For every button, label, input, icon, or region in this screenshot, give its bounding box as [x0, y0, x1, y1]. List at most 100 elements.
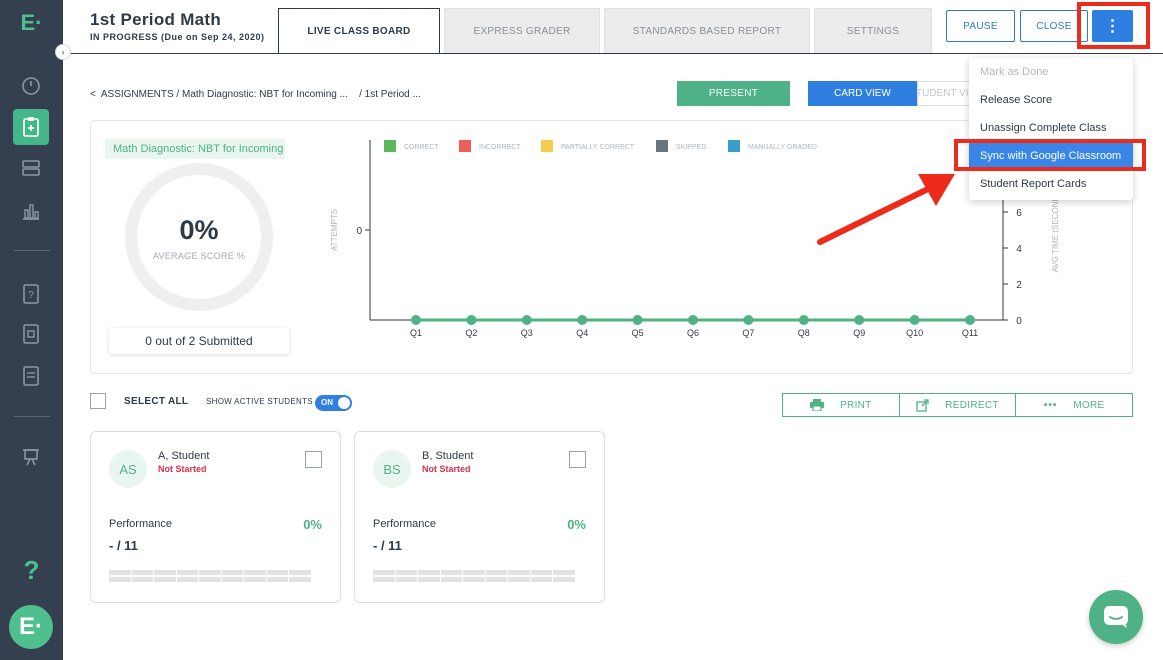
legend-label: INCORRECT [479, 144, 521, 151]
breadcrumb-assignment[interactable]: ASSIGNMENTS / Math Diagnostic: NBT for I… [100, 89, 348, 100]
redirect-label: REDIRECT [945, 399, 999, 411]
more-options-dropdown: Mark as Done Release Score Unassign Comp… [969, 58, 1133, 200]
legend-label: CORRECT [404, 144, 439, 151]
data-point [577, 315, 588, 325]
test-library-icon[interactable] [19, 364, 43, 388]
svg-text:?: ? [28, 290, 34, 301]
more-dots-icon: ••• [1043, 399, 1058, 411]
close-button[interactable]: CLOSE [1020, 10, 1088, 42]
question-progress-bars [109, 570, 311, 582]
sidebar-divider [14, 416, 50, 417]
tab-live-class-board[interactable]: LIVE CLASS BOARD [278, 8, 440, 54]
menu-item-student-report-cards[interactable]: Student Report Cards [980, 178, 1087, 190]
item-library-icon[interactable] [19, 322, 43, 346]
y2-axis-label: AVG TIME (SECONDS) [1051, 187, 1060, 272]
tab-settings[interactable]: SETTINGS [814, 8, 932, 54]
data-point [743, 315, 754, 325]
student-card[interactable]: AS A, Student Not Started Performance 0%… [90, 431, 341, 603]
tab-standards-based-report[interactable]: STANDARDS BASED REPORT [604, 8, 810, 54]
toggle-on-label: ON [321, 398, 333, 407]
toggle-knob [338, 397, 350, 409]
breadcrumb[interactable]: < ASSIGNMENTS / Math Diagnostic: NBT for… [90, 89, 421, 100]
y-axis-label: ATTEMPTS [330, 209, 339, 251]
app-logo[interactable]: E· [20, 10, 43, 35]
select-all-checkbox[interactable] [90, 393, 106, 409]
x-tick-label: Q5 [632, 328, 644, 338]
chat-support-button[interactable] [1089, 590, 1143, 644]
data-point [798, 315, 809, 325]
legend-swatch [656, 140, 668, 152]
performance-label: Performance [373, 518, 436, 530]
sidebar-divider [14, 250, 50, 251]
breadcrumb-class[interactable]: / 1st Period ... [359, 89, 421, 100]
data-point [466, 315, 477, 325]
pause-button[interactable]: PAUSE [946, 10, 1015, 42]
menu-item-sync-google-classroom[interactable]: Sync with Google Classroom [969, 143, 1133, 169]
x-tick-label: Q9 [853, 328, 865, 338]
more-label: MORE [1073, 399, 1105, 411]
performance-score: - / 11 [373, 538, 402, 553]
action-button-group: PRINT REDIRECT ••• MORE [782, 393, 1133, 417]
data-point [909, 315, 920, 325]
classroom-board-icon[interactable] [19, 445, 43, 469]
present-button[interactable]: PRESENT [677, 81, 790, 106]
redirect-button[interactable]: REDIRECT [900, 394, 1017, 416]
menu-item-unassign-complete-class[interactable]: Unassign Complete Class [980, 122, 1107, 134]
performance-percent: 0% [567, 517, 586, 532]
student-view-button[interactable]: STUDENT VIEW [917, 81, 977, 106]
x-tick-label: Q2 [465, 328, 477, 338]
y2-tick-label: 2 [1016, 280, 1022, 291]
show-active-label: SHOW ACTIVE STUDENTS [206, 397, 313, 406]
menu-item-mark-as-done[interactable]: Mark as Done [980, 66, 1049, 78]
performance-score: - / 11 [109, 538, 138, 553]
performance-label: Performance [109, 518, 172, 530]
breadcrumb-back-icon[interactable]: < [90, 89, 96, 100]
collapse-sidebar-chevron-icon[interactable]: › [55, 44, 71, 60]
more-options-kebab-icon[interactable]: ⋮ [1092, 10, 1133, 42]
y-tick-label: 0 [356, 226, 362, 237]
page-title: 1st Period Math [90, 10, 222, 29]
x-tick-label: Q3 [521, 328, 533, 338]
attempts-chart: CORRECT INCORRECT PARTIALLY CORRECT SKIPPED… [330, 140, 1060, 338]
menu-item-release-score[interactable]: Release Score [980, 94, 1053, 106]
dashboard-gauge-icon[interactable] [19, 74, 43, 98]
chat-bubble-icon [1104, 606, 1128, 628]
print-label: PRINT [840, 399, 872, 411]
tab-express-grader[interactable]: EXPRESS GRADER [444, 8, 600, 54]
student-name[interactable]: B, Student [422, 450, 474, 462]
student-select-checkbox[interactable] [569, 451, 586, 468]
print-button[interactable]: PRINT [783, 394, 900, 416]
annotation-arrow [817, 174, 955, 245]
data-point [521, 315, 532, 325]
help-question-icon[interactable]: ? [23, 555, 40, 585]
show-active-toggle[interactable]: ON [315, 395, 352, 411]
student-card[interactable]: BS B, Student Not Started Performance 0%… [354, 431, 605, 603]
assignment-status: IN PROGRESS (Due on Sep 24, 2020) [90, 32, 265, 42]
student-select-checkbox[interactable] [305, 451, 322, 468]
y2-tick-label: 0 [1016, 316, 1022, 327]
data-point [965, 315, 975, 325]
more-actions-button[interactable]: ••• MORE [1016, 394, 1132, 416]
data-point [688, 315, 698, 325]
x-tick-label: Q7 [742, 328, 754, 338]
header-divider [63, 53, 1163, 54]
data-point [411, 315, 421, 325]
question-progress-bars [373, 570, 575, 582]
card-view-button[interactable]: CARD VIEW [808, 81, 917, 106]
data-point [854, 315, 865, 325]
data-point [632, 315, 643, 325]
bottom-logo[interactable]: E· [9, 605, 53, 649]
select-all-label: SELECT ALL [124, 396, 189, 407]
legend-swatch [384, 140, 396, 152]
average-score-label: AVERAGE SCORE % [152, 251, 246, 261]
x-tick-label: Q4 [576, 328, 588, 338]
student-name[interactable]: A, Student [158, 450, 210, 462]
legend-label: PARTIALLY CORRECT [561, 144, 635, 151]
assignments-clipboard-icon[interactable] [13, 109, 49, 145]
legend-swatch [728, 140, 740, 152]
x-tick-label: Q1 [410, 328, 422, 338]
question-bank-icon[interactable]: ? [19, 282, 43, 306]
storage-stack-icon[interactable] [19, 156, 43, 180]
external-link-icon [916, 398, 929, 412]
reports-bar-chart-icon[interactable] [19, 199, 43, 223]
